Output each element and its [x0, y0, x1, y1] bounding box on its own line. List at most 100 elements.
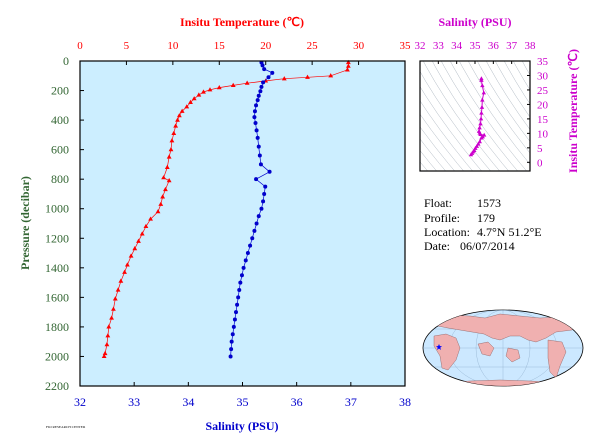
- temperature-point: [207, 87, 213, 92]
- location-label: Location:: [424, 225, 470, 239]
- ts-density-contour: [420, 100, 473, 171]
- salinity-point: [231, 324, 236, 329]
- salinity-point: [243, 258, 248, 263]
- temperature-point: [166, 154, 172, 159]
- salinity-point: [254, 221, 259, 226]
- ts-density-contour: [420, 113, 464, 171]
- temperature-tick-label: 30: [353, 40, 365, 52]
- date-label: Date:: [424, 239, 450, 253]
- salinity-point: [267, 169, 272, 174]
- temperature-point: [132, 246, 138, 251]
- salinity-point: [263, 184, 268, 189]
- pressure-axis: 0 200 400 600 800 1000 1200 1400 1600 1800 2000 220…: [45, 54, 84, 393]
- ts-density-contour: [420, 138, 446, 171]
- salinity-point: [261, 80, 266, 85]
- salinity-point: [235, 302, 240, 307]
- float-location-star: [436, 344, 442, 350]
- temperature-point: [345, 59, 351, 65]
- temperature-tick-label: 20: [260, 40, 272, 52]
- temperature-tick-label: 10: [167, 40, 179, 52]
- temperature-point: [163, 186, 168, 192]
- salinity-tick-label: 36: [291, 395, 303, 409]
- ts-density-contour: [503, 61, 530, 105]
- salinity-point: [229, 347, 234, 352]
- temperature-point: [175, 117, 180, 122]
- temperature-point: [139, 231, 145, 236]
- salinity-tick-label: 35: [237, 395, 249, 409]
- pressure-tick-label: 2000: [45, 349, 69, 363]
- temperature-point: [230, 82, 236, 87]
- temperature-point: [115, 287, 121, 292]
- ts-density-contour: [420, 126, 455, 171]
- salinity-point: [238, 280, 243, 285]
- temperature-point: [164, 164, 170, 169]
- salinity-point: [241, 265, 246, 270]
- float-value: 1573: [477, 196, 501, 210]
- ts-point: [478, 121, 483, 126]
- temperature-point: [128, 253, 134, 258]
- temperature-point: [244, 80, 250, 85]
- pressure-tick-label: 1400: [45, 261, 69, 275]
- salinity-point: [245, 251, 250, 256]
- salinity-point: [254, 128, 259, 133]
- salinity-point: [236, 295, 241, 300]
- ts-density-contour: [494, 61, 530, 118]
- ts-density-contours: [420, 61, 530, 171]
- temperature-point: [105, 333, 111, 338]
- ts-salinity-axis: 32 33 34 35 36 37 38: [415, 40, 536, 64]
- temperature-point: [155, 209, 161, 214]
- temperature-point: [281, 76, 287, 81]
- temperature-point: [216, 84, 222, 90]
- ts-density-contour: [467, 61, 530, 154]
- ts-point: [479, 135, 484, 140]
- salinity-point: [252, 115, 257, 120]
- ts-temperature-tick-label: 35: [537, 56, 549, 68]
- temperature-tick-label: 0: [77, 40, 83, 52]
- ts-density-contour: [440, 61, 518, 171]
- salinity-point: [258, 162, 263, 167]
- ts-inset: 32 33 34 35 36 37 38 0 5 10 15 20 25 30 35 Salinity (…: [415, 15, 581, 173]
- ts-density-contour: [420, 86, 482, 171]
- temperature-point: [118, 278, 124, 283]
- ts-temperature-tick-label: 10: [537, 128, 549, 140]
- temperature-point: [345, 67, 350, 72]
- ts-point: [478, 116, 484, 121]
- pressure-tick-label: 200: [51, 84, 69, 98]
- salinity-point: [234, 310, 238, 315]
- temperature-point: [161, 175, 166, 180]
- salinity-point: [239, 273, 244, 278]
- salinity-tick-label: 32: [74, 395, 86, 409]
- ts-density-contour: [512, 61, 530, 91]
- ts-point: [477, 139, 482, 144]
- temperature-point: [169, 138, 175, 143]
- salinity-point: [262, 191, 267, 196]
- temperature-point: [158, 201, 164, 206]
- pressure-tick-label: 1600: [45, 290, 69, 304]
- info-block: Float: 1573 Profile: 179 Location: 4.7°N…: [424, 196, 542, 253]
- salinity-point: [256, 144, 261, 149]
- ts-salinity-tick-label: 36: [488, 40, 500, 52]
- temperature-point: [328, 73, 334, 78]
- salinity-tick-label: 34: [182, 395, 194, 409]
- footer-credit: FIO RESEARCH CENTER: [46, 425, 86, 429]
- salinity-axis: 32 33 34 35 36 37 38: [74, 382, 411, 409]
- ts-density-contour: [420, 161, 428, 171]
- salinity-point: [248, 243, 253, 248]
- salinity-tick-label: 37: [345, 395, 357, 409]
- ts-density-contour: [422, 61, 500, 171]
- ts-point: [479, 110, 484, 115]
- ts-salinity-tick-label: 34: [451, 40, 463, 52]
- pressure-axis-title: Pressure (decibar): [18, 176, 32, 270]
- ts-point: [481, 90, 486, 95]
- temperature-point: [136, 238, 141, 243]
- temperature-point: [179, 108, 185, 113]
- salinity-point: [256, 93, 261, 98]
- salinity-point: [255, 98, 260, 103]
- temperature-point: [102, 350, 108, 356]
- temperature-point: [168, 147, 174, 152]
- salinity-point: [228, 354, 233, 359]
- salinity-point: [252, 228, 257, 233]
- salinity-tick-label: 38: [399, 395, 411, 409]
- salinity-point: [253, 121, 258, 126]
- salinity-point: [237, 287, 242, 292]
